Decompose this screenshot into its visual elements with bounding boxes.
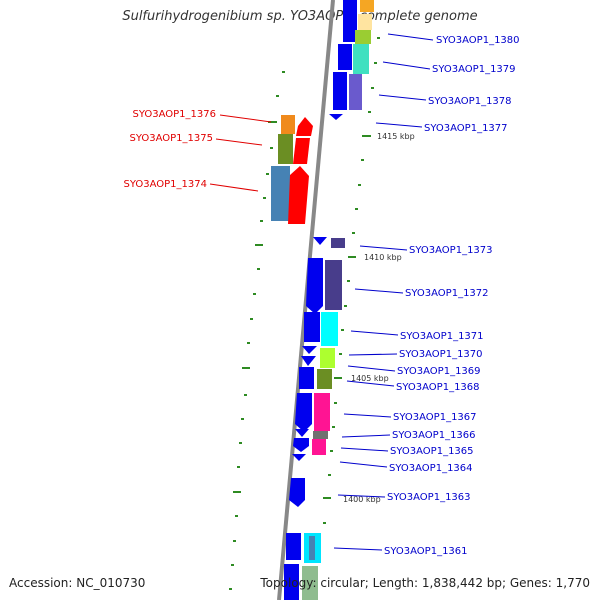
gene-1372-feature[interactable] <box>325 260 342 310</box>
gene-1372-arrow[interactable] <box>306 258 323 314</box>
kbp-label-1400: 1400 kbp <box>343 495 381 504</box>
gene-1378-arrow[interactable] <box>333 72 347 110</box>
gene-1367-arrow[interactable] <box>295 393 312 432</box>
gene-1379-feature-b[interactable] <box>353 44 369 74</box>
gene-1360-arrow[interactable] <box>284 564 299 600</box>
gene-1364-arrow[interactable] <box>292 454 306 461</box>
reverse-strand-genes[interactable] <box>271 115 313 224</box>
gene-1360-feature[interactable] <box>302 566 318 600</box>
gene-1374-feature[interactable] <box>271 166 290 221</box>
right-gene-labels: SYO3AOP1_1380 SYO3AOP1_1379 SYO3AOP1_137… <box>333 33 520 557</box>
gene-1370-feature[interactable] <box>320 348 335 368</box>
gene-1380-feature-b[interactable] <box>358 14 372 30</box>
gene-label-1372[interactable]: SYO3AOP1_1372 <box>405 288 489 299</box>
gene-1370-arrow[interactable] <box>302 346 317 354</box>
gene-1368-feature[interactable] <box>317 369 332 389</box>
gene-1377-arrow[interactable] <box>329 114 343 120</box>
gene-label-1373[interactable]: SYO3AOP1_1373 <box>409 245 493 256</box>
gene-1374-arrow[interactable] <box>288 166 309 224</box>
kbp-label-1415: 1415 kbp <box>377 132 415 141</box>
accession-label: Accession: NC_010730 <box>9 576 146 590</box>
gene-label-1366[interactable]: SYO3AOP1_1366 <box>392 430 476 441</box>
gene-label-1376[interactable]: SYO3AOP1_1376 <box>132 109 216 120</box>
gene-label-1377[interactable]: SYO3AOP1_1377 <box>424 123 508 134</box>
map-title: Sulfurihydrogenibium sp. YO3AOP1, comple… <box>122 9 478 24</box>
gene-1375-arrow[interactable] <box>293 138 310 164</box>
gene-1361-feature-inner[interactable] <box>309 536 315 560</box>
gene-1367-feature[interactable] <box>314 393 330 431</box>
gene-1361-arrow[interactable] <box>286 533 301 560</box>
topology-label: Topology: circular; Length: 1,838,442 bp… <box>260 576 590 590</box>
gene-1373-arrow[interactable] <box>313 237 327 245</box>
gene-1371-arrow[interactable] <box>304 312 320 342</box>
gene-1365-feature[interactable] <box>312 439 326 455</box>
gene-label-1364[interactable]: SYO3AOP1_1364 <box>389 463 473 474</box>
kbp-label-1410: 1410 kbp <box>364 253 402 262</box>
scale-ticks <box>229 71 285 590</box>
forward-strand-genes[interactable] <box>284 0 374 600</box>
gene-1379-arrow[interactable] <box>338 44 352 70</box>
gene-label-1371[interactable]: SYO3AOP1_1371 <box>400 331 484 342</box>
gene-1380-feature-a[interactable] <box>360 0 374 12</box>
genome-backbone <box>277 0 335 600</box>
gene-label-1368[interactable]: SYO3AOP1_1368 <box>396 382 480 393</box>
gene-1376-feature[interactable] <box>281 115 295 134</box>
gene-1375-feature[interactable] <box>278 134 293 164</box>
inner-scale-ticks <box>323 37 380 524</box>
gene-label-1374[interactable]: SYO3AOP1_1374 <box>123 179 207 190</box>
gene-1365-arrow[interactable] <box>293 438 309 452</box>
gene-1363-arrow[interactable] <box>289 478 305 507</box>
gene-1371-feature[interactable] <box>321 312 338 346</box>
gene-label-1378[interactable]: SYO3AOP1_1378 <box>428 96 512 107</box>
gene-label-1370[interactable]: SYO3AOP1_1370 <box>399 349 483 360</box>
gene-1376-arrow[interactable] <box>296 117 313 136</box>
gene-label-1363[interactable]: SYO3AOP1_1363 <box>387 492 471 503</box>
gene-label-1361[interactable]: SYO3AOP1_1361 <box>384 546 468 557</box>
gene-1380-arrow[interactable] <box>343 0 357 42</box>
gene-1379-feature-a[interactable] <box>355 30 371 44</box>
gene-label-1375[interactable]: SYO3AOP1_1375 <box>129 133 213 144</box>
gene-1366-arrow[interactable] <box>295 429 309 437</box>
kbp-label-1405: 1405 kbp <box>351 374 389 383</box>
gene-label-1369[interactable]: SYO3AOP1_1369 <box>397 366 481 377</box>
gene-1378-feature[interactable] <box>349 74 362 110</box>
gene-label-1367[interactable]: SYO3AOP1_1367 <box>393 412 477 423</box>
gene-1366-feature[interactable] <box>313 431 328 439</box>
gene-label-1380[interactable]: SYO3AOP1_1380 <box>436 35 520 46</box>
gene-label-1365[interactable]: SYO3AOP1_1365 <box>390 446 474 457</box>
gene-1369-arrow-b[interactable] <box>299 367 314 389</box>
gene-1373-feature[interactable] <box>331 238 345 248</box>
gene-label-1379[interactable]: SYO3AOP1_1379 <box>432 64 516 75</box>
left-gene-labels: SYO3AOP1_1376 SYO3AOP1_1375 SYO3AOP1_137… <box>123 109 272 192</box>
gene-1369-arrow-a[interactable] <box>301 356 316 366</box>
